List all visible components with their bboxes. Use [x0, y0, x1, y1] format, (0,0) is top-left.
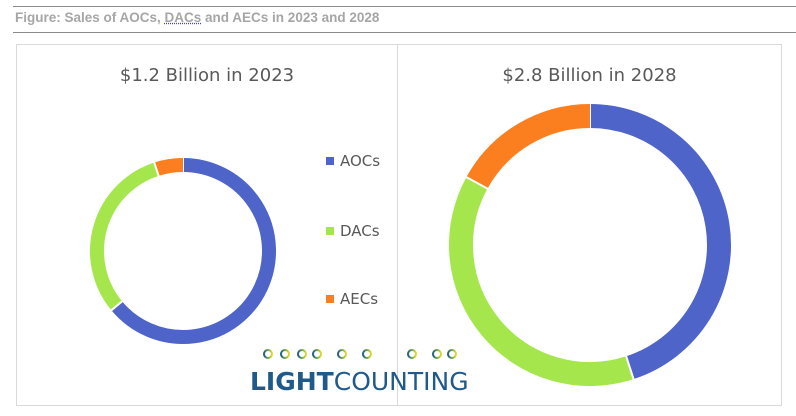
title-part: and AECs in 2023 and 2028 [201, 10, 380, 25]
donut-segment-aecs [466, 104, 591, 189]
lightcounting-logo: LIGHTCOUNTING [250, 346, 469, 396]
legend-label: AECs [340, 290, 379, 308]
logo-text-regular: COUNTING [333, 367, 469, 396]
chart-title-2028: $2.8 Billion in 2028 [502, 65, 677, 86]
chart-panel-2028: $2.8 Billion in 2028 [397, 44, 782, 406]
legend-label: DACs [340, 222, 380, 240]
logo-circles-icon [252, 349, 458, 359]
figure-title: Figure: Sales of AOCs, DACs and AECs in … [15, 10, 379, 25]
legend-item-aocs: AOCs [326, 152, 380, 170]
donut-segment-aocs [589, 104, 731, 380]
segment-separator [624, 355, 635, 381]
legend-label: AOCs [340, 152, 381, 170]
segment-separator [153, 161, 160, 178]
top-rule [13, 6, 796, 7]
title-part-underlined: DACs [164, 10, 202, 25]
donut-segment-dacs [449, 177, 634, 386]
segment-separator [465, 175, 489, 190]
bottom-rule [13, 32, 796, 33]
donut-segment-dacs [90, 162, 159, 311]
legend-item-aecs: AECs [326, 290, 378, 308]
logo-text-bold: LIGHT [250, 367, 334, 396]
chart-title-2023: $1.2 Billion in 2023 [119, 65, 295, 86]
donut-segment-aocs [111, 158, 276, 344]
title-part: Figure: Sales of AOCs, [15, 10, 165, 25]
segment-separator [109, 299, 124, 312]
legend-item-dacs: DACs [326, 222, 380, 240]
donut-segment-aecs [154, 158, 184, 176]
